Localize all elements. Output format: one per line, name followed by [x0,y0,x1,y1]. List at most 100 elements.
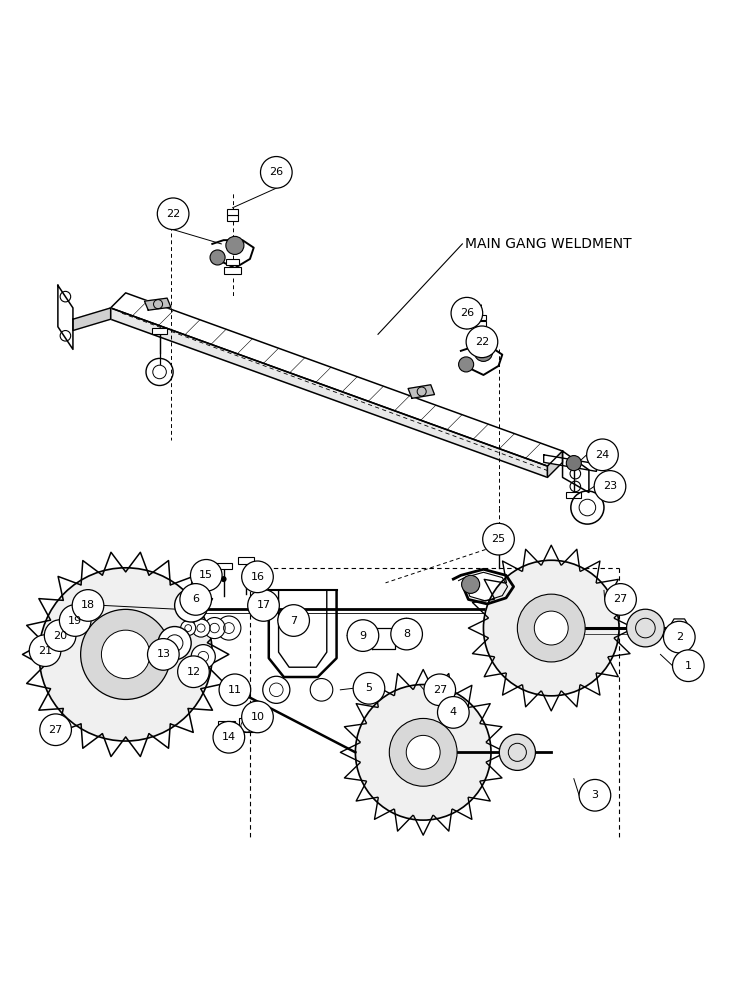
Text: 24: 24 [595,450,609,460]
Text: 27: 27 [48,725,63,735]
Text: 23: 23 [603,481,617,491]
Circle shape [517,594,585,662]
Circle shape [219,674,251,706]
Circle shape [210,250,225,265]
Circle shape [243,572,249,578]
Text: 16: 16 [250,572,265,582]
Circle shape [424,674,456,706]
Text: 17: 17 [256,600,271,610]
Polygon shape [372,628,395,649]
Text: 15: 15 [200,570,213,580]
Circle shape [482,523,514,555]
Circle shape [248,590,279,621]
Circle shape [462,575,480,593]
Circle shape [406,735,440,769]
Circle shape [191,560,222,591]
Circle shape [217,616,241,640]
Polygon shape [483,560,619,696]
Polygon shape [144,298,171,310]
Circle shape [594,471,626,502]
FancyBboxPatch shape [476,321,486,327]
Circle shape [40,714,71,746]
FancyBboxPatch shape [152,328,167,334]
FancyBboxPatch shape [228,209,238,215]
Circle shape [242,701,274,733]
Circle shape [475,343,492,361]
Circle shape [81,609,171,699]
Text: 11: 11 [228,685,242,695]
Text: 10: 10 [250,712,265,722]
Polygon shape [408,385,435,398]
Circle shape [158,627,191,660]
Circle shape [178,656,209,688]
FancyBboxPatch shape [476,315,486,320]
FancyBboxPatch shape [218,721,235,732]
Text: 20: 20 [53,631,67,641]
Text: 21: 21 [38,646,52,656]
Circle shape [60,605,91,636]
Text: 27: 27 [613,594,627,604]
Polygon shape [355,685,491,820]
Circle shape [451,297,482,329]
Text: 4: 4 [450,707,457,717]
Circle shape [29,635,61,666]
Circle shape [72,590,104,621]
Circle shape [310,679,333,701]
FancyBboxPatch shape [226,259,240,265]
Polygon shape [73,308,110,331]
Text: 26: 26 [269,167,284,177]
Text: 8: 8 [403,629,411,639]
Polygon shape [110,293,562,466]
Text: 25: 25 [491,534,506,544]
Circle shape [389,718,457,786]
Circle shape [204,618,225,639]
Circle shape [664,621,695,653]
Text: 13: 13 [156,649,170,659]
Text: 26: 26 [460,308,474,318]
Polygon shape [39,568,212,741]
Polygon shape [562,451,589,492]
Circle shape [45,620,76,651]
Circle shape [579,779,611,811]
Circle shape [534,611,569,645]
Circle shape [261,157,292,188]
Text: MAIN GANG WELDMENT: MAIN GANG WELDMENT [465,237,631,251]
Polygon shape [547,451,562,477]
Circle shape [353,672,385,704]
Circle shape [263,676,290,703]
FancyBboxPatch shape [566,492,581,498]
Text: 27: 27 [432,685,447,695]
Text: 1: 1 [685,661,692,671]
FancyBboxPatch shape [225,267,241,274]
Circle shape [157,198,189,230]
Text: 6: 6 [192,594,200,604]
Text: 9: 9 [359,631,367,641]
Text: 19: 19 [68,616,82,626]
Circle shape [347,620,379,651]
Circle shape [101,630,150,679]
Circle shape [191,645,215,669]
Text: 2: 2 [676,632,683,642]
FancyBboxPatch shape [215,563,232,569]
Text: 7: 7 [290,616,297,626]
Polygon shape [110,308,547,477]
Circle shape [459,357,474,372]
Circle shape [391,618,423,650]
Text: 12: 12 [187,667,200,677]
Circle shape [673,650,704,682]
Polygon shape [669,619,689,637]
Circle shape [566,456,581,471]
Circle shape [226,236,244,254]
Circle shape [192,619,210,637]
Circle shape [180,584,212,615]
Polygon shape [58,285,73,349]
Circle shape [499,734,535,770]
Text: 22: 22 [166,209,180,219]
Circle shape [277,605,309,636]
Text: 14: 14 [222,732,236,742]
Circle shape [147,639,179,670]
Text: 22: 22 [475,337,489,347]
FancyBboxPatch shape [228,215,238,221]
Circle shape [213,721,245,753]
Circle shape [175,589,208,622]
